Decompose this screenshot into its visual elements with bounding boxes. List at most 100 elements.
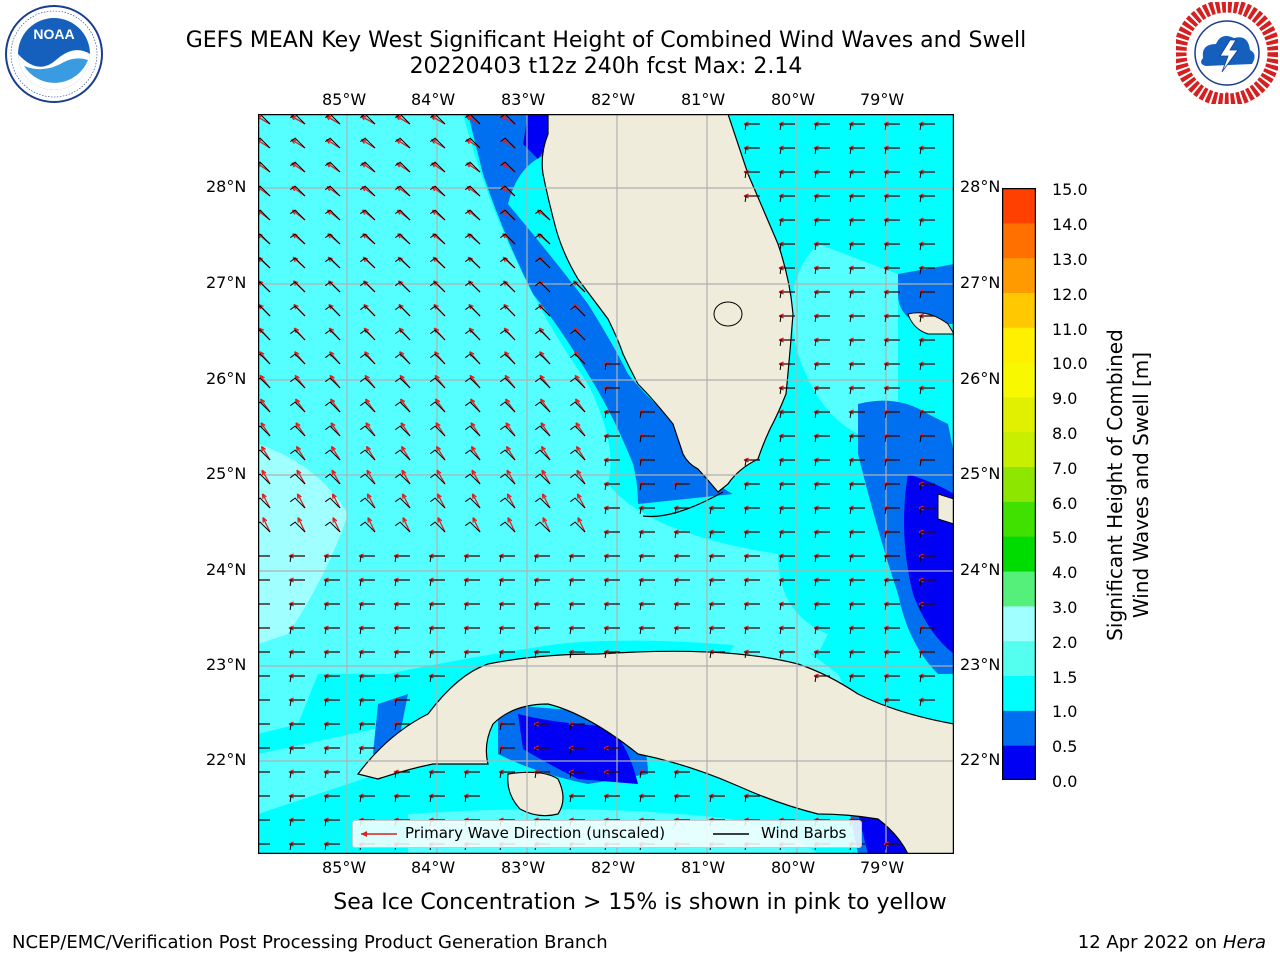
wind-barb xyxy=(429,305,446,317)
wind-barb xyxy=(258,401,271,413)
wind-barb xyxy=(604,483,620,491)
wave-direction-arrow xyxy=(430,115,446,125)
wind-barb xyxy=(639,531,655,539)
wave-direction-arrow xyxy=(471,493,481,509)
wind-barb xyxy=(639,627,655,635)
wind-barb xyxy=(464,137,481,149)
wind-barb xyxy=(394,209,411,221)
wind-barb xyxy=(359,329,376,341)
wind-barb xyxy=(429,473,446,485)
wave-direction-arrow xyxy=(576,493,586,509)
wind-barb xyxy=(429,579,445,587)
wave-direction-legend-swatch xyxy=(361,831,397,837)
colorbar-tick: 3.0 xyxy=(1052,598,1078,617)
wind-barb xyxy=(639,435,655,443)
wind-barb xyxy=(324,257,341,269)
lat-label: 24°N xyxy=(960,560,1001,579)
wind-barb xyxy=(779,267,795,275)
wind-barb xyxy=(394,161,411,173)
wave-direction-arrowhead xyxy=(541,469,547,476)
wind-barb xyxy=(569,555,585,563)
wind-barb xyxy=(394,281,411,293)
wind-barb xyxy=(919,483,935,491)
wind-barb xyxy=(534,257,551,269)
colorbar-segment xyxy=(1002,675,1036,711)
nws-logo xyxy=(1176,2,1278,104)
wave-direction-arrow xyxy=(326,138,341,149)
wind-barb xyxy=(464,627,480,635)
wind-barb xyxy=(884,411,900,419)
colorbar-segment xyxy=(1002,745,1036,780)
wind-barb xyxy=(258,233,271,245)
wind-barb-legend-label: Wind Barbs xyxy=(761,824,847,842)
wind-barb xyxy=(744,603,760,611)
isla-juventud xyxy=(507,771,564,817)
wind-barb xyxy=(919,339,935,347)
wind-barb xyxy=(814,363,830,371)
wind-barb xyxy=(709,651,725,659)
wind-barb xyxy=(534,603,550,611)
wind-barb xyxy=(289,555,305,563)
colorbar-segment xyxy=(1002,222,1036,259)
wind-barb xyxy=(289,795,305,803)
wave-direction-arrowhead xyxy=(505,445,511,452)
wind-barb-legend-swatch xyxy=(713,833,749,835)
wind-barb xyxy=(779,219,795,227)
wind-barb xyxy=(569,497,586,509)
wind-barb xyxy=(324,723,340,731)
lat-label: 26°N xyxy=(206,369,247,388)
wave-band-1.5-2.0 xyxy=(258,674,318,734)
wave-direction-arrow xyxy=(540,446,551,461)
wind-barb xyxy=(814,315,830,323)
wind-barb xyxy=(324,627,340,635)
wind-barb xyxy=(919,579,935,587)
wind-barb xyxy=(499,185,516,197)
wave-direction-arrowhead xyxy=(577,517,583,523)
lat-label: 23°N xyxy=(960,655,1001,674)
map-legend: Primary Wave Direction (unscaled) Wind B… xyxy=(352,820,862,848)
colorbar-tick: 2.0 xyxy=(1052,633,1078,652)
wind-barb xyxy=(534,233,551,245)
wind-barb xyxy=(569,281,586,293)
wind-barb xyxy=(919,267,935,275)
wind-barb xyxy=(429,185,446,197)
wind-barb xyxy=(499,401,516,413)
wind-barb xyxy=(814,627,830,635)
colorbar-segment xyxy=(1002,605,1036,642)
wind-barb xyxy=(569,627,585,635)
wave-direction-arrow xyxy=(325,115,341,125)
wind-barb xyxy=(744,651,760,659)
wind-barb xyxy=(289,579,305,587)
wind-barb xyxy=(849,651,865,659)
wind-barb xyxy=(324,449,341,461)
wind-barb xyxy=(884,651,900,659)
wave-direction-arrow xyxy=(330,446,341,461)
wind-barb xyxy=(324,795,340,803)
lon-label: 83°W xyxy=(501,858,546,877)
wind-barb xyxy=(394,603,410,611)
colorbar-segment xyxy=(1002,466,1036,502)
wind-barb xyxy=(464,353,481,365)
wind-barb xyxy=(884,459,900,467)
wave-direction-arrow xyxy=(465,115,481,125)
wind-barb xyxy=(849,387,865,395)
wave-direction-arrow xyxy=(296,493,306,509)
wind-barb xyxy=(604,555,620,563)
wind-barb xyxy=(849,243,865,251)
wave-direction-arrowhead xyxy=(296,469,302,476)
colorbar-tick: 10.0 xyxy=(1052,354,1088,373)
wind-barb xyxy=(604,651,620,659)
wind-barb xyxy=(464,377,481,389)
wave-direction-arrow xyxy=(437,517,446,533)
wave-direction-arrowhead xyxy=(366,469,372,476)
wind-barb xyxy=(569,795,585,803)
bahamas-landmass xyxy=(937,493,954,525)
wave-direction-arrow xyxy=(400,446,411,461)
wind-barb xyxy=(429,449,446,461)
wind-barb xyxy=(289,185,306,197)
wind-barb xyxy=(394,555,410,563)
wind-barb xyxy=(464,185,481,197)
wave-direction-arrowhead xyxy=(297,517,303,523)
wind-barb xyxy=(779,459,795,467)
wind-barb xyxy=(604,531,620,539)
